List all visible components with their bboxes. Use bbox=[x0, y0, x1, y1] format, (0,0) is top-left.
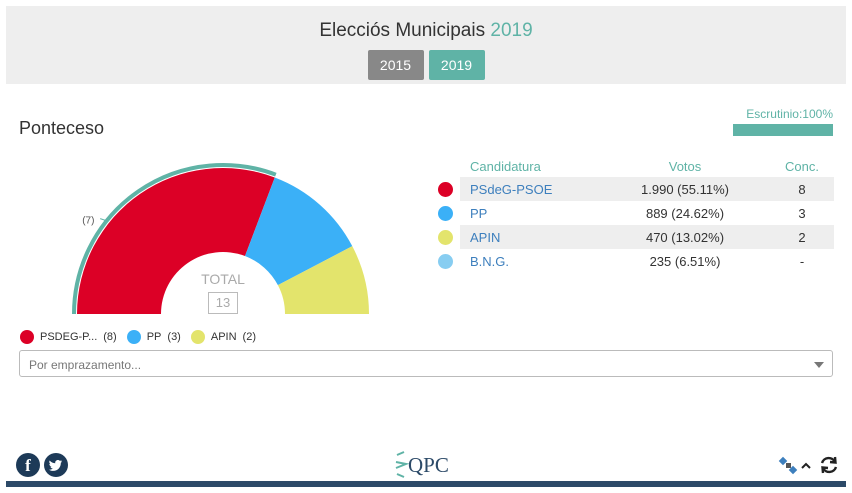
header-dot bbox=[430, 155, 460, 177]
table-row: PSdeG-PSOE 1.990 (55.11%) 8 bbox=[430, 177, 834, 201]
scrutiny-label: Escrutinio:100% bbox=[746, 107, 833, 121]
party-link[interactable]: PSdeG-PSOE bbox=[460, 177, 600, 201]
chevron-down-icon bbox=[814, 362, 824, 368]
majority-label: (7) bbox=[82, 216, 94, 227]
municipality-title: Ponteceso bbox=[19, 118, 105, 138]
header-votos: Votos bbox=[668, 158, 702, 174]
chart-legend: PSDEG-P... (8) PP (3) APIN (2) bbox=[20, 330, 266, 344]
legend-name: PSDEG-P... bbox=[40, 331, 98, 343]
party-color-dot bbox=[437, 230, 453, 246]
qpc-logo: QPC bbox=[394, 450, 464, 478]
party-seats: 3 bbox=[798, 205, 806, 221]
party-votes: 235 (6.51%) bbox=[649, 253, 721, 269]
header-candidatura: Candidatura bbox=[470, 158, 541, 174]
scrutiny-progress-fill bbox=[733, 124, 833, 136]
legend-dot bbox=[20, 330, 34, 344]
year-button-2019[interactable]: 2019 bbox=[428, 50, 485, 80]
party-seats: - bbox=[799, 253, 805, 269]
location-select-placeholder: Por emprazamento... bbox=[29, 358, 142, 372]
party-link[interactable]: B.N.G. bbox=[470, 253, 510, 269]
majority-arc bbox=[72, 163, 277, 315]
page-title: Elecciós Municipais 2019 bbox=[6, 20, 846, 42]
party-seats: 8 bbox=[770, 177, 834, 201]
party-votes: 889 (24.62%) bbox=[645, 205, 725, 221]
party-votes: 470 (13.02%) bbox=[600, 225, 770, 249]
total-seats-value: 13 bbox=[208, 292, 238, 314]
title-text: Elecciós Municipais bbox=[319, 20, 486, 41]
party-color-dot bbox=[437, 206, 453, 222]
total-label: TOTAL bbox=[201, 271, 245, 287]
header: Elecciós Municipais 2019 2015 2019 bbox=[6, 6, 846, 84]
location-select[interactable]: Por emprazamento... bbox=[19, 350, 833, 377]
legend-dot bbox=[126, 330, 141, 344]
results-table: Candidatura Votos Conc. PSdeG-PSOE 1.990… bbox=[430, 155, 834, 273]
legend-name: PP bbox=[146, 331, 162, 343]
footer-bar bbox=[6, 481, 846, 487]
party-seats: 2 bbox=[770, 225, 834, 249]
logo-mark-icon bbox=[395, 451, 410, 478]
twitter-bird-glyph bbox=[49, 460, 62, 471]
legend-seats: (3) bbox=[167, 331, 181, 343]
party-votes: 1.990 (55.11%) bbox=[600, 177, 770, 201]
table-row: APIN 470 (13.02%) 2 bbox=[430, 225, 834, 249]
legend-seats: (8) bbox=[103, 331, 117, 343]
table-row: PP 889 (24.62%) 3 bbox=[430, 201, 834, 225]
year-selector: 2015 2019 bbox=[6, 50, 846, 80]
legend-dot bbox=[190, 330, 205, 344]
party-color-dot bbox=[437, 182, 453, 198]
chart-segment-2[interactable] bbox=[244, 177, 353, 286]
satellite-icon[interactable] bbox=[778, 455, 798, 475]
header-conc: Conc. bbox=[785, 158, 819, 174]
legend-item-psdeg[interactable]: PSDEG-P... (8) bbox=[20, 330, 117, 344]
chart-segment-1[interactable] bbox=[77, 167, 275, 314]
party-color-dot bbox=[437, 254, 453, 270]
legend-item-pp[interactable]: PP (3) bbox=[126, 330, 181, 344]
party-link[interactable]: PP bbox=[470, 205, 488, 221]
twitter-icon[interactable] bbox=[44, 453, 68, 477]
legend-item-apin[interactable]: APIN (2) bbox=[190, 330, 256, 344]
scrutiny-progress-bar bbox=[733, 124, 833, 136]
footer-tools bbox=[778, 454, 840, 476]
party-link[interactable]: APIN bbox=[460, 225, 600, 249]
table-row: B.N.G. 235 (6.51%) - bbox=[430, 249, 834, 273]
title-year: 2019 bbox=[490, 20, 533, 41]
seats-chart: (7) bbox=[72, 163, 369, 315]
year-button-2015[interactable]: 2015 bbox=[367, 50, 424, 80]
facebook-icon[interactable]: f bbox=[16, 453, 40, 477]
table-header-row: Candidatura Votos Conc. bbox=[430, 155, 834, 177]
majority-tick bbox=[100, 218, 107, 222]
refresh-icon[interactable] bbox=[818, 454, 840, 476]
legend-name: APIN bbox=[210, 331, 237, 343]
chart-segment-3[interactable] bbox=[277, 246, 369, 314]
logo-text: QPC bbox=[408, 453, 449, 477]
chevron-up-icon[interactable] bbox=[800, 460, 812, 472]
legend-seats: (2) bbox=[242, 331, 256, 343]
